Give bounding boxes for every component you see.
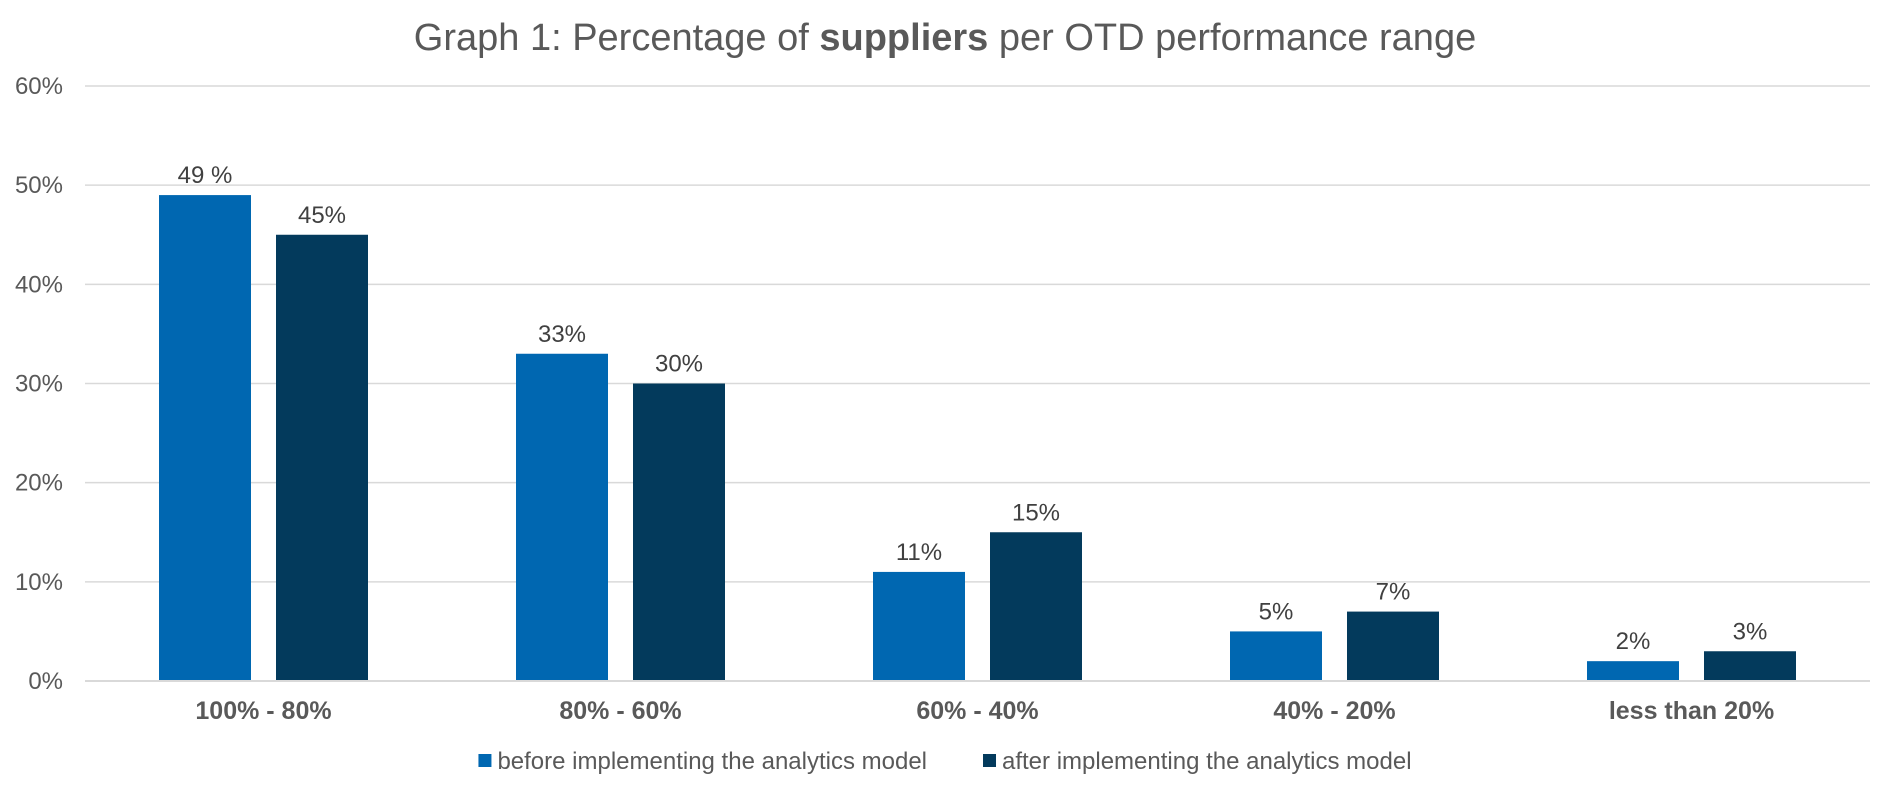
data-label-before-2: 11% (896, 539, 942, 566)
y-tick-label: 60% (15, 73, 63, 100)
data-label-before-1: 33% (538, 321, 586, 348)
bar-before-1 (516, 353, 608, 681)
x-tick-label: 40% - 20% (1273, 697, 1395, 725)
bar-before-0 (159, 195, 251, 682)
x-tick-label: 100% - 80% (195, 697, 331, 725)
chart-title-bold: suppliers (819, 17, 988, 59)
data-label-before-4: 2% (1616, 628, 1651, 655)
x-tick-label: 60% - 40% (916, 697, 1038, 725)
bar-after-0 (276, 234, 368, 681)
bars (159, 195, 1796, 682)
bar-after-4 (1704, 651, 1796, 681)
bar-after-3 (1347, 611, 1439, 681)
y-tick-label: 40% (15, 271, 63, 298)
data-label-after-1: 30% (655, 351, 703, 378)
data-label-after-3: 7% (1376, 579, 1411, 606)
y-tick-label: 50% (15, 172, 63, 199)
data-label-after-4: 3% (1733, 618, 1768, 645)
bar-before-3 (1230, 631, 1322, 681)
x-tick-label: less than 20% (1609, 697, 1774, 725)
y-axis: 0% 10% 20% 30% 40% 50% 60% (15, 73, 63, 695)
y-tick-label: 30% (15, 371, 63, 398)
y-tick-label: 10% (15, 569, 63, 596)
legend-label-after: after implementing the analytics model (1002, 748, 1412, 775)
data-label-after-2: 15% (1012, 499, 1060, 526)
data-label-after-0: 45% (298, 202, 346, 229)
data-labels: 49 % 45% 33% 30% 11% 15% 5% 7% 2% 3% (178, 162, 1768, 655)
y-tick-label: 0% (28, 668, 63, 695)
bar-after-2 (990, 532, 1082, 681)
bar-before-4 (1587, 661, 1679, 681)
legend-label-before: before implementing the analytics model (497, 748, 927, 775)
gridlines (85, 85, 1870, 583)
data-label-before-0: 49 % (178, 162, 233, 189)
data-label-before-3: 5% (1259, 598, 1294, 625)
x-axis: 100% - 80% 80% - 60% 60% - 40% 40% - 20% les… (85, 680, 1870, 725)
x-tick-label: 80% - 60% (559, 697, 681, 725)
legend-marker-before (478, 754, 492, 767)
bar-after-1 (633, 383, 725, 681)
y-tick-label: 20% (15, 470, 63, 497)
chart-title-suffix: per OTD performance range (988, 17, 1476, 59)
legend: before implementing the analytics model a… (478, 748, 1412, 775)
legend-marker-after (983, 754, 997, 767)
chart-title: Graph 1: Percentage of suppliers per OTD… (414, 17, 1476, 59)
chart-title-prefix: Graph 1: Percentage of (414, 17, 820, 59)
bar-before-2 (873, 571, 965, 681)
